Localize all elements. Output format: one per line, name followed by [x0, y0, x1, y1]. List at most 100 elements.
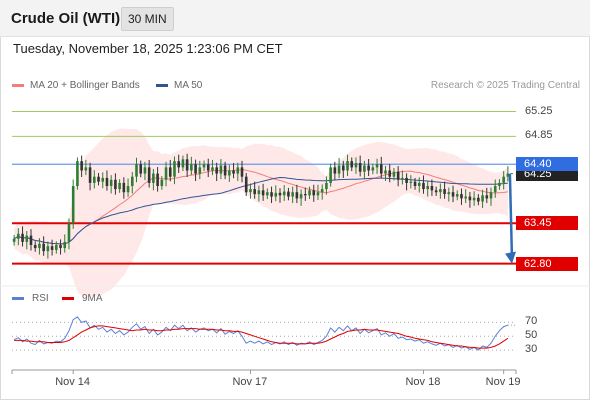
candle-body	[451, 192, 455, 197]
candle-body	[122, 182, 126, 193]
candle-body	[493, 186, 497, 193]
candle-body	[308, 190, 311, 196]
candle-body	[291, 192, 294, 197]
candle-body	[46, 246, 50, 252]
candle-body	[481, 195, 484, 202]
candle-body	[325, 182, 328, 190]
candle-body	[181, 159, 185, 168]
candle-body	[384, 170, 387, 174]
candle-body	[506, 173, 510, 177]
candle-body	[363, 165, 366, 172]
candle-body	[439, 189, 442, 193]
candle-body	[17, 233, 20, 239]
candle-body	[33, 244, 37, 249]
candle-body	[185, 159, 189, 171]
legend-ma50-label: MA 50	[174, 80, 203, 91]
interval-button[interactable]: 30 MIN	[121, 7, 174, 31]
candle-body	[130, 176, 134, 186]
candle-body	[249, 189, 252, 193]
candle-body	[358, 163, 362, 172]
candle-body	[498, 182, 501, 186]
candle-body	[202, 164, 206, 168]
timestamp: Tuesday, November 18, 2025 1:23:06 PM CE…	[13, 41, 283, 56]
candle-body	[489, 192, 493, 199]
candle-body	[63, 241, 67, 249]
candle-body	[232, 170, 235, 174]
bollinger-band	[14, 128, 508, 298]
candle-body	[312, 190, 316, 196]
candle-body	[266, 192, 269, 196]
price-level-tag: 64.40	[516, 157, 578, 172]
x-axis-label: Nov 18	[405, 376, 441, 388]
candle-body	[71, 186, 75, 224]
price-level-tag: 63.45	[516, 216, 578, 231]
candle-body	[460, 194, 463, 199]
candle-body	[198, 167, 202, 174]
chart-header: Crude Oil (WTI) 30 MIN	[0, 0, 590, 37]
candle-body	[160, 179, 164, 186]
candle-body	[67, 223, 71, 242]
legend-ma20: MA 20 + Bollinger Bands	[12, 80, 140, 91]
candle-body	[101, 177, 105, 182]
candle-body	[371, 167, 375, 171]
candle-body	[173, 161, 176, 177]
candle-body	[350, 161, 354, 168]
candle-body	[80, 161, 83, 171]
forecast-arrow	[508, 173, 514, 260]
research-credit: Research © 2025 Trading Central	[430, 80, 580, 91]
candle-body	[42, 243, 45, 252]
candle-body	[341, 165, 345, 171]
candle-body	[118, 182, 121, 190]
candle-body	[223, 165, 227, 176]
candle-body	[287, 191, 290, 197]
candle-body	[21, 233, 24, 242]
ma50-swatch	[156, 84, 168, 87]
candle-body	[392, 171, 396, 177]
legend-ma20-label: MA 20 + Bollinger Bands	[30, 80, 140, 91]
candle-body	[472, 197, 476, 201]
candle-body	[295, 192, 299, 199]
candle-body	[253, 189, 256, 195]
candle-body	[468, 196, 472, 201]
candle-body	[92, 176, 96, 183]
candle-body	[38, 243, 41, 249]
candle-body	[105, 177, 109, 186]
candle-body	[240, 167, 244, 177]
candle-body	[316, 192, 320, 196]
candle-body	[50, 246, 54, 250]
x-axis-label: Nov 19	[485, 376, 521, 388]
candle-body	[261, 190, 265, 196]
candle-body	[346, 161, 349, 171]
candle-body	[88, 167, 92, 183]
candle-body	[477, 197, 480, 202]
candle-body	[147, 167, 151, 183]
forecast-arrowhead	[505, 251, 516, 264]
candle-body	[304, 194, 307, 196]
candle-body	[367, 165, 370, 171]
candle-body	[354, 163, 358, 168]
candle-body	[274, 192, 278, 197]
candle-body	[228, 170, 231, 176]
candle-body	[135, 164, 138, 177]
candle-body	[143, 167, 147, 174]
candle-body	[236, 167, 240, 174]
price-level-tag: 62.80	[516, 256, 578, 271]
candle-body	[12, 238, 16, 242]
rsi-tick-label: 50	[525, 329, 538, 342]
candle-body	[447, 192, 451, 195]
candle-body	[164, 167, 168, 180]
price-level-label: 65.25	[525, 104, 553, 117]
candle-body	[126, 186, 130, 193]
price-level-label: 64.85	[525, 129, 553, 142]
ma50-line	[13, 176, 508, 245]
candle-body	[190, 164, 193, 171]
candle-body	[97, 176, 100, 182]
candle-body	[215, 167, 218, 174]
candle-body	[443, 189, 446, 195]
candle-body	[333, 167, 337, 174]
candle-body	[25, 235, 29, 242]
candle-body	[168, 167, 172, 177]
candle-body	[244, 176, 248, 193]
candle-body	[379, 164, 383, 174]
candle-body	[114, 179, 117, 190]
